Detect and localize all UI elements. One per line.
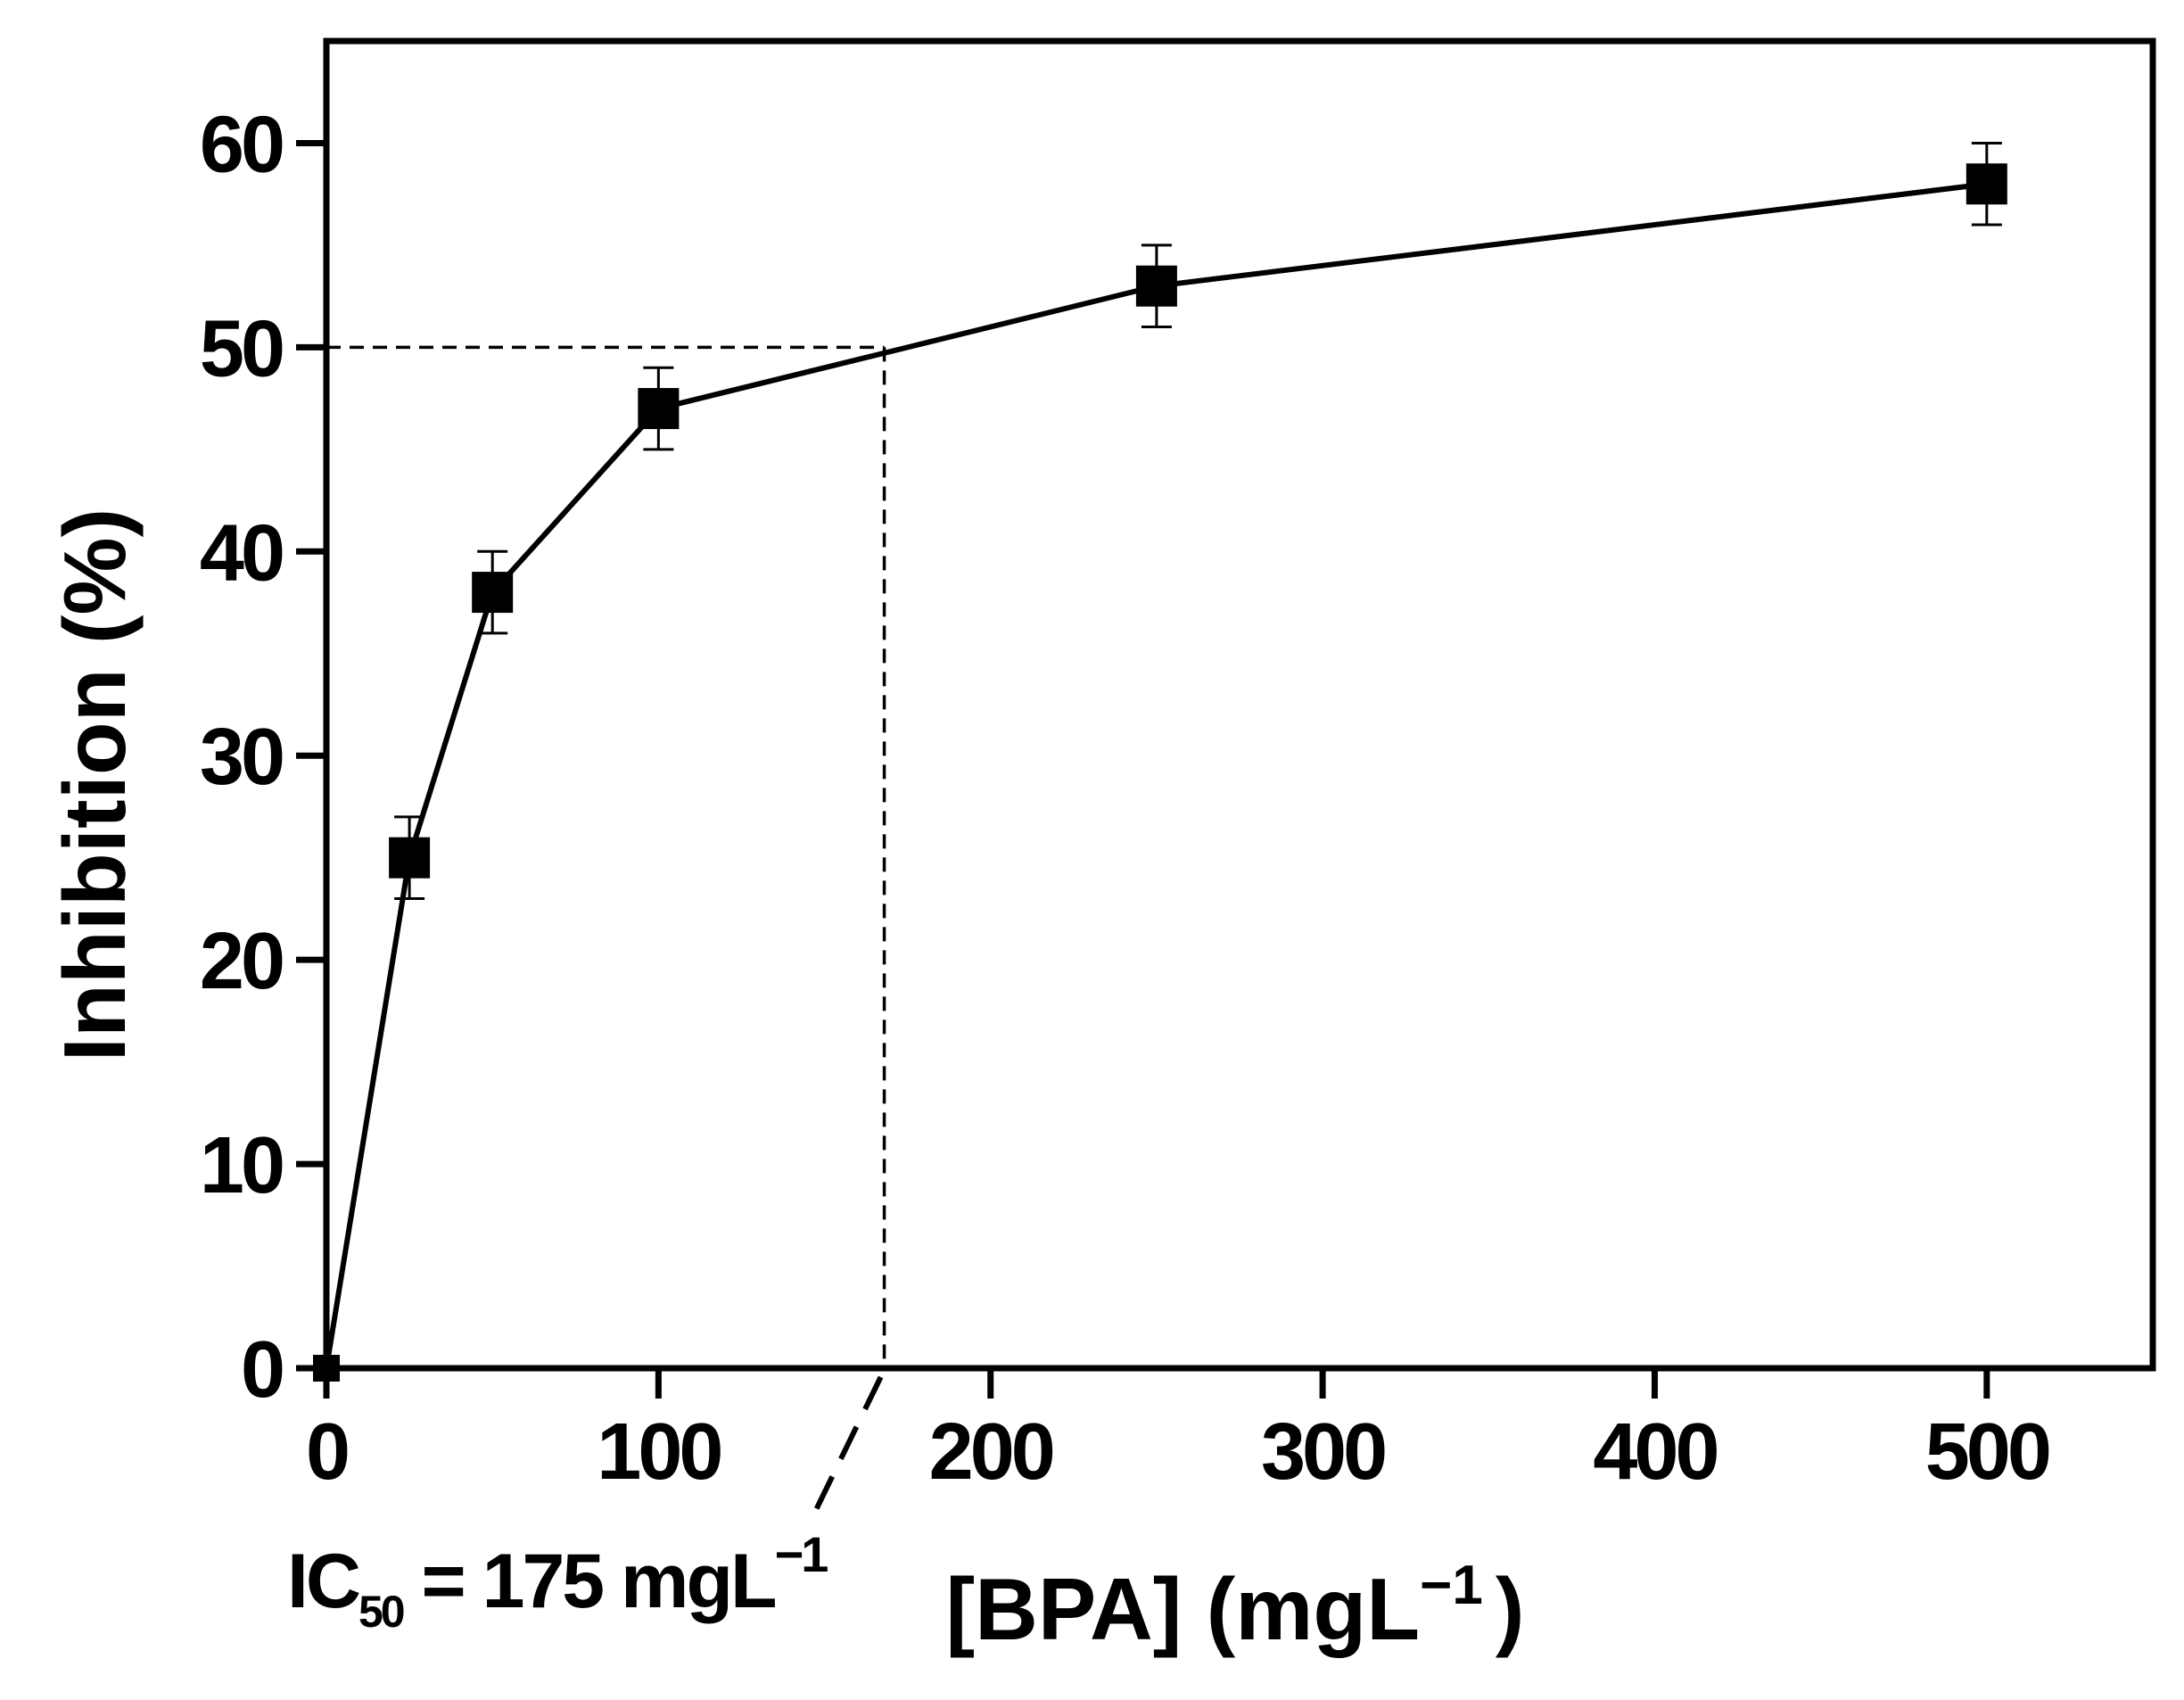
ic50-superscript: −1: [775, 1526, 828, 1582]
plot-area: [313, 37, 2156, 1522]
data-point-5: [1966, 163, 2007, 205]
ic50-pointer: [808, 1375, 884, 1522]
x-tick-label-1: 100: [597, 1407, 721, 1497]
x-axis-label-superscript: −1: [1420, 1555, 1483, 1616]
ic50-annotation: IC50 = 175 mgL−1: [287, 1526, 828, 1637]
data-point-4: [1135, 265, 1177, 307]
x-axis-label-close: ): [1496, 1560, 1525, 1658]
x-tick-label-3: 300: [1261, 1407, 1385, 1497]
y-tick-label-1: 10: [200, 1121, 283, 1210]
y-tick-label-6: 60: [200, 100, 283, 189]
x-axis-label: [BPA] (mgL−1): [946, 1555, 1525, 1658]
axis-ticks: 0 10 20 30 40 50 60 0 100 200 300 400 500: [200, 100, 2053, 1497]
data-point-3: [638, 388, 680, 430]
x-tick-label-4: 400: [1593, 1407, 1717, 1497]
y-axis-label: Inhibition (%): [45, 508, 144, 1062]
x-tick-label-2: 200: [929, 1407, 1053, 1497]
ic50-prefix: IC: [287, 1539, 359, 1624]
ic50-subscript: 50: [359, 1587, 404, 1637]
x-tick-label-5: 500: [1925, 1407, 2049, 1497]
data-point-1: [389, 837, 431, 879]
data-point-2: [472, 572, 514, 614]
series-line: [324, 181, 1988, 1369]
x-tick-label-0: 0: [306, 1407, 348, 1497]
y-tick-label-3: 30: [200, 713, 283, 802]
plot-frame: [323, 37, 2156, 1372]
y-tick-label-0: 0: [241, 1325, 283, 1415]
ic50-text: = 175 mgL: [403, 1539, 775, 1624]
y-tick-label-2: 20: [200, 917, 283, 1006]
x-axis-label-main: [BPA] (mgL: [946, 1560, 1421, 1658]
y-tick-label-4: 40: [200, 508, 283, 598]
y-tick-label-5: 50: [200, 304, 283, 393]
